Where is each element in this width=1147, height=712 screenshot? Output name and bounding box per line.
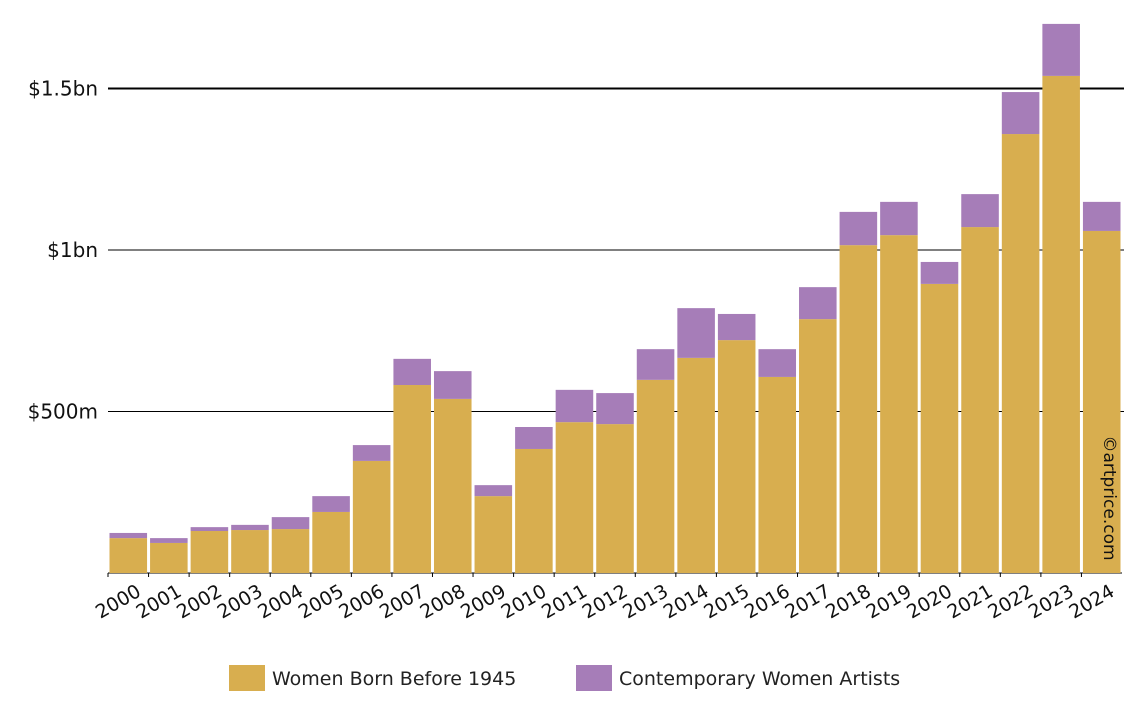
bar-contemporary-women-artists-2023 xyxy=(1042,23,1080,76)
bar-women-born-before-1945-2023 xyxy=(1042,75,1080,573)
bar-women-born-before-1945-2016 xyxy=(758,376,797,573)
bar-women-born-before-1945-2004 xyxy=(271,529,310,573)
bar-contemporary-women-artists-2002 xyxy=(190,527,229,532)
bar-women-born-before-1945-2014 xyxy=(677,357,715,573)
bar-contemporary-women-artists-2020 xyxy=(920,261,959,284)
legend-swatch xyxy=(576,665,612,691)
y-tick-label: $1bn xyxy=(47,238,98,262)
bar-women-born-before-1945-2017 xyxy=(799,319,837,573)
bar-contemporary-women-artists-2021 xyxy=(961,194,999,228)
bar-women-born-before-1945-2000 xyxy=(109,538,148,573)
bar-women-born-before-1945-2024 xyxy=(1082,230,1121,573)
y-tick-label: $500m xyxy=(28,400,98,424)
bar-women-born-before-1945-2012 xyxy=(596,424,634,573)
legend-swatch xyxy=(229,665,265,691)
y-tick-label: $1.5bn xyxy=(28,77,98,101)
legend: Women Born Before 1945 Contemporary Women… xyxy=(229,665,900,691)
bar-contemporary-women-artists-2016 xyxy=(758,349,797,377)
bar-women-born-before-1945-2009 xyxy=(474,496,513,573)
copyright-watermark: ©artprice.com xyxy=(1099,435,1119,560)
bar-contemporary-women-artists-2019 xyxy=(880,201,918,236)
bar-contemporary-women-artists-2006 xyxy=(352,445,391,461)
bar-contemporary-women-artists-2005 xyxy=(312,496,350,512)
bar-contemporary-women-artists-2014 xyxy=(677,308,715,358)
bar-women-born-before-1945-2018 xyxy=(839,245,878,573)
bar-contemporary-women-artists-2008 xyxy=(433,371,472,399)
bar-contemporary-women-artists-2024 xyxy=(1082,201,1121,231)
bar-contemporary-women-artists-2022 xyxy=(1001,92,1040,135)
bar-women-born-before-1945-2002 xyxy=(190,531,229,573)
bar-women-born-before-1945-2013 xyxy=(636,379,675,573)
bar-contemporary-women-artists-2003 xyxy=(231,524,269,531)
bar-contemporary-women-artists-2012 xyxy=(596,393,634,425)
bar-contemporary-women-artists-2010 xyxy=(515,427,553,449)
x-tick-label: 2024 xyxy=(1065,580,1118,623)
bar-women-born-before-1945-2020 xyxy=(920,283,959,573)
bar-contemporary-women-artists-2015 xyxy=(717,313,756,341)
bar-contemporary-women-artists-2013 xyxy=(636,349,675,380)
legend-label: Contemporary Women Artists xyxy=(619,668,900,690)
bar-contemporary-women-artists-2001 xyxy=(150,538,188,543)
bar-contemporary-women-artists-2018 xyxy=(839,211,878,246)
legend-label: Women Born Before 1945 xyxy=(272,668,516,690)
bar-contemporary-women-artists-2017 xyxy=(799,287,837,320)
bar-contemporary-women-artists-2000 xyxy=(109,532,148,539)
bar-contemporary-women-artists-2009 xyxy=(474,485,513,497)
bar-women-born-before-1945-2007 xyxy=(393,385,431,573)
x-axis-labels: 2000200120022003200420052006200720082009… xyxy=(92,580,1118,623)
bar-women-born-before-1945-2022 xyxy=(1001,134,1040,573)
bar-contemporary-women-artists-2004 xyxy=(271,517,310,530)
bar-women-born-before-1945-2008 xyxy=(433,398,472,573)
bar-contemporary-women-artists-2011 xyxy=(555,389,594,423)
bar-women-born-before-1945-2005 xyxy=(312,511,350,573)
bar-contemporary-women-artists-2007 xyxy=(393,358,431,386)
bar-women-born-before-1945-2003 xyxy=(231,530,269,573)
bar-women-born-before-1945-2001 xyxy=(150,542,188,573)
bar-women-born-before-1945-2006 xyxy=(352,460,391,573)
bar-women-born-before-1945-2019 xyxy=(880,235,918,573)
bar-women-born-before-1945-2011 xyxy=(555,422,594,573)
bar-women-born-before-1945-2015 xyxy=(717,340,756,573)
y-axis-labels: $500m $1bn $1.5bn xyxy=(28,77,98,424)
bar-women-born-before-1945-2010 xyxy=(515,448,553,573)
bar-women-born-before-1945-2021 xyxy=(961,227,999,573)
bars xyxy=(109,23,1121,573)
